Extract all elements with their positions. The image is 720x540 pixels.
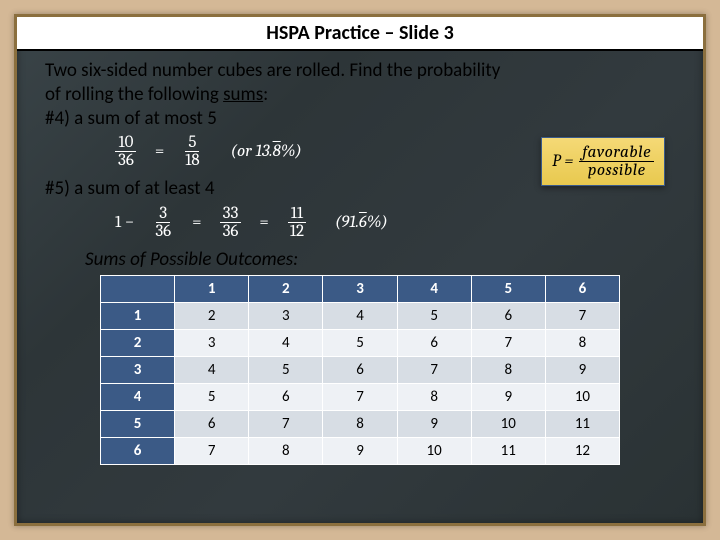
col-head: 2 xyxy=(249,276,323,303)
row-head: 5 xyxy=(101,411,175,438)
question-line-2-underline: sums xyxy=(223,83,263,106)
chalkboard: HSPA Practice – Slide 3 Two six-sided nu… xyxy=(14,14,706,526)
cell: 3 xyxy=(249,303,323,330)
col-head: 4 xyxy=(397,276,471,303)
cell: 9 xyxy=(323,438,397,465)
slide-frame: HSPA Practice – Slide 3 Two six-sided nu… xyxy=(0,0,720,540)
row-head: 3 xyxy=(101,357,175,384)
formula-fraction: favorable possible xyxy=(579,144,654,179)
col-head: 1 xyxy=(175,276,249,303)
cell: 12 xyxy=(545,438,619,465)
row-head: 4 xyxy=(101,384,175,411)
frac-10-36: 1036 xyxy=(115,134,137,169)
cell: 6 xyxy=(323,357,397,384)
one-minus: 1 − xyxy=(115,213,134,232)
cell: 6 xyxy=(397,330,471,357)
col-head: 6 xyxy=(545,276,619,303)
cell: 11 xyxy=(471,438,545,465)
q4-label: #4) a sum of at most 5 xyxy=(45,107,217,130)
row-head: 2 xyxy=(101,330,175,357)
table-caption: Sums of Possible Outcomes: xyxy=(85,248,675,271)
cell: 7 xyxy=(545,303,619,330)
cell: 7 xyxy=(323,384,397,411)
cell: 9 xyxy=(471,384,545,411)
equation-q5: 1 − 336 = 3336 = 1112 (91.6%) xyxy=(115,205,675,240)
cell: 9 xyxy=(545,357,619,384)
frac-3-36: 336 xyxy=(152,205,174,240)
cell: 7 xyxy=(249,411,323,438)
table-row: 1 234567 xyxy=(101,303,620,330)
table-header-row: 1 2 3 4 5 6 xyxy=(101,276,620,303)
frac-5-18: 518 xyxy=(182,134,202,169)
col-head: 5 xyxy=(471,276,545,303)
table-row: 3 456789 xyxy=(101,357,620,384)
cell: 7 xyxy=(471,330,545,357)
formula-P: P = xyxy=(552,152,573,171)
sums-table: 1 2 3 4 5 6 1 234567 2 345678 3 456789 4 xyxy=(100,275,620,465)
cell: 5 xyxy=(397,303,471,330)
cell: 8 xyxy=(545,330,619,357)
slide-title: HSPA Practice – Slide 3 xyxy=(17,17,703,51)
cell: 8 xyxy=(397,384,471,411)
q4-percent: (or 13.8%) xyxy=(231,142,302,161)
col-head: 3 xyxy=(323,276,397,303)
cell: 6 xyxy=(471,303,545,330)
cell: 8 xyxy=(323,411,397,438)
table-row: 6 789101112 xyxy=(101,438,620,465)
row-head: 1 xyxy=(101,303,175,330)
cell: 4 xyxy=(175,357,249,384)
cell: 4 xyxy=(249,330,323,357)
cell: 9 xyxy=(397,411,471,438)
frac-33-36: 3336 xyxy=(220,205,242,240)
cell: 6 xyxy=(175,411,249,438)
corner-cell xyxy=(101,276,175,303)
probability-formula: P = favorable possible xyxy=(541,137,665,186)
cell: 6 xyxy=(249,384,323,411)
equals-1: = xyxy=(155,142,164,161)
cell: 5 xyxy=(249,357,323,384)
cell: 10 xyxy=(545,384,619,411)
cell: 10 xyxy=(397,438,471,465)
equals-2: = xyxy=(192,213,201,232)
cell: 5 xyxy=(323,330,397,357)
table-row: 4 5678910 xyxy=(101,384,620,411)
question-line-2-pre: of rolling the following xyxy=(45,83,223,106)
question-line-1: Two six-sided number cubes are rolled. F… xyxy=(45,59,500,82)
cell: 5 xyxy=(175,384,249,411)
equals-3: = xyxy=(259,213,268,232)
frac-11-12: 1112 xyxy=(287,205,307,240)
row-head: 6 xyxy=(101,438,175,465)
cell: 2 xyxy=(175,303,249,330)
cell: 4 xyxy=(323,303,397,330)
cell: 8 xyxy=(471,357,545,384)
table-row: 5 67891011 xyxy=(101,411,620,438)
question-line-2-post: : xyxy=(263,83,268,106)
cell: 7 xyxy=(397,357,471,384)
question-text: Two six-sided number cubes are rolled. F… xyxy=(45,59,675,130)
cell: 11 xyxy=(545,411,619,438)
cell: 10 xyxy=(471,411,545,438)
table-row: 2 345678 xyxy=(101,330,620,357)
cell: 7 xyxy=(175,438,249,465)
cell: 3 xyxy=(175,330,249,357)
q5-percent: (91.6%) xyxy=(335,213,388,232)
cell: 8 xyxy=(249,438,323,465)
